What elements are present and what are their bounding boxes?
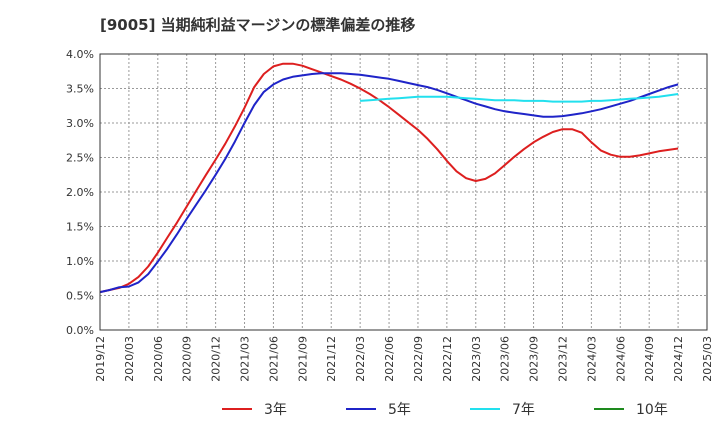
x-tick-label: 2025/03 xyxy=(701,336,714,382)
y-tick-label: 3.0% xyxy=(66,117,94,130)
x-tick-label: 2022/06 xyxy=(383,336,396,382)
x-tick-label: 2022/03 xyxy=(354,336,367,382)
x-tick-label: 2019/12 xyxy=(94,336,107,382)
legend-label-1: 5年 xyxy=(388,402,411,418)
y-tick-label: 4.0% xyxy=(66,48,94,61)
y-tick-label: 3.5% xyxy=(66,83,94,96)
x-tick-label: 2023/09 xyxy=(528,336,541,382)
x-tick-label: 2021/03 xyxy=(239,336,252,382)
x-tick-label: 2020/03 xyxy=(123,336,136,382)
x-tick-label: 2024/06 xyxy=(614,336,627,382)
x-tick-label: 2022/09 xyxy=(412,336,425,382)
y-tick-label: 0.0% xyxy=(66,324,94,337)
x-tick-label: 2022/12 xyxy=(441,336,454,382)
series-line-2 xyxy=(360,93,679,103)
chart-title: [9005] 当期純利益マージンの標準偏差の推移 xyxy=(100,16,415,34)
y-tick-label: 2.5% xyxy=(66,152,94,165)
x-tick-label: 2024/09 xyxy=(643,336,656,382)
plot-area xyxy=(100,54,707,330)
series-lines xyxy=(99,62,679,294)
x-tick-label: 2023/03 xyxy=(470,336,483,382)
y-tick-label: 2.0% xyxy=(66,186,94,199)
legend-label-3: 10年 xyxy=(636,402,668,418)
x-tick-label: 2023/12 xyxy=(556,336,569,382)
y-tick-label: 1.0% xyxy=(66,255,94,268)
series-line-0 xyxy=(99,62,679,294)
x-tick-label: 2020/09 xyxy=(181,336,194,382)
x-tick-label: 2020/06 xyxy=(152,336,165,382)
x-tick-label: 2021/09 xyxy=(296,336,309,382)
x-tick-label: 2021/12 xyxy=(325,336,338,382)
y-axis: 0.0% 0.5% 1.0% 1.5% 2.0% 2.5% 3.0% 3.5% 4.0% xyxy=(66,48,94,337)
x-tick-label: 2023/06 xyxy=(499,336,512,382)
legend: 3年 5年 7年 10年 xyxy=(222,402,668,418)
x-tick-label: 2020/12 xyxy=(210,336,223,382)
legend-label-0: 3年 xyxy=(264,402,287,418)
x-tick-label: 2021/06 xyxy=(267,336,280,382)
series-line-1 xyxy=(99,72,679,294)
plot-frame xyxy=(99,53,708,331)
legend-label-2: 7年 xyxy=(512,402,535,418)
x-tick-label: 2024/12 xyxy=(672,336,685,382)
x-tick-label: 2024/03 xyxy=(585,336,598,382)
y-tick-label: 0.5% xyxy=(66,290,94,303)
x-axis: 2019/12 2020/03 2020/06 2020/09 2020/12 2021/… xyxy=(94,336,714,382)
y-tick-label: 1.5% xyxy=(66,221,94,234)
